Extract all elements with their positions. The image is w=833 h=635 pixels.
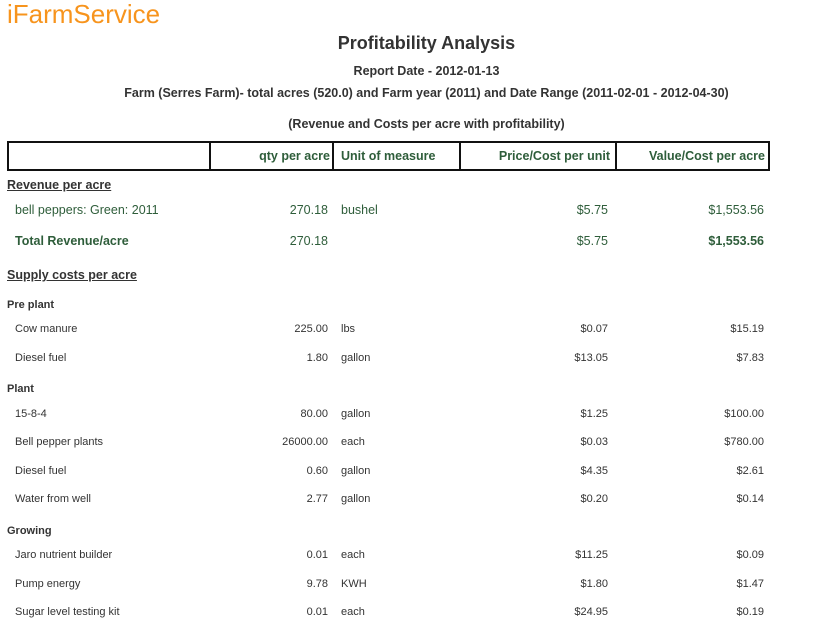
header-divider bbox=[332, 143, 334, 169]
cost-item-unit: each bbox=[341, 436, 365, 448]
group-heading-pre-plant: Pre plant bbox=[7, 299, 55, 311]
cost-item-value: $780.00 bbox=[724, 436, 764, 448]
cost-item-qty: 9.78 bbox=[306, 578, 328, 590]
total-revenue-qty: 270.18 bbox=[289, 234, 328, 248]
cost-item-qty: 1.80 bbox=[306, 352, 328, 364]
cost-item-price: $11.25 bbox=[575, 549, 608, 561]
group-heading-growing: Growing bbox=[7, 525, 52, 537]
app-logo[interactable]: iFarmService bbox=[7, 0, 161, 29]
header-divider bbox=[615, 143, 617, 169]
cost-item-qty: 0.01 bbox=[306, 606, 328, 618]
report-subtitle: (Revenue and Costs per acre with profita… bbox=[288, 117, 565, 131]
group-heading-plant: Plant bbox=[7, 383, 34, 395]
cost-item-name: Pump energy bbox=[15, 578, 81, 590]
cost-item-name: Jaro nutrient builder bbox=[15, 549, 113, 561]
cost-item-unit: each bbox=[341, 549, 365, 561]
cost-item-value: $0.14 bbox=[736, 493, 764, 505]
cost-item-unit: each bbox=[341, 606, 365, 618]
cost-item-price: $1.80 bbox=[580, 578, 608, 590]
cost-item-qty: 80.00 bbox=[300, 408, 328, 420]
cost-item-name: Sugar level testing kit bbox=[15, 606, 120, 618]
cost-item-price: $0.03 bbox=[580, 436, 608, 448]
cost-item-name: Diesel fuel bbox=[15, 352, 67, 364]
farm-info: Farm (Serres Farm)- total acres (520.0) … bbox=[124, 86, 729, 100]
revenue-item-value: $1,553.56 bbox=[708, 203, 764, 217]
header-name bbox=[9, 143, 209, 169]
cost-item-price: $0.07 bbox=[580, 323, 608, 335]
cost-item-name: Diesel fuel bbox=[15, 465, 67, 477]
total-revenue-value: $1,553.56 bbox=[708, 234, 764, 248]
header-value: Value/Cost per acre bbox=[648, 149, 765, 163]
total-revenue-price: $5.75 bbox=[576, 234, 608, 248]
cost-item-unit: gallon bbox=[341, 408, 371, 420]
cost-item-value: $15.19 bbox=[730, 323, 764, 335]
revenue-item-price: $5.75 bbox=[576, 203, 608, 217]
cost-item-value: $0.19 bbox=[736, 606, 764, 618]
cost-item-name: 15-8-4 bbox=[15, 408, 47, 420]
page-title: Profitability Analysis bbox=[337, 33, 516, 53]
cost-item-qty: 2.77 bbox=[306, 493, 328, 505]
header-qty: qty per acre bbox=[259, 149, 330, 163]
cost-item-unit: gallon bbox=[341, 352, 371, 364]
cost-item-qty: 225.00 bbox=[294, 323, 328, 335]
cost-item-value: $2.61 bbox=[736, 465, 764, 477]
cost-item-qty: 26000.00 bbox=[282, 436, 328, 448]
revenue-item-unit: bushel bbox=[341, 203, 378, 217]
cost-item-price: $4.35 bbox=[580, 465, 608, 477]
header-divider bbox=[459, 143, 461, 169]
total-revenue-label: Total Revenue/acre bbox=[15, 234, 129, 248]
revenue-item-name: bell peppers: Green: 2011 bbox=[15, 203, 159, 217]
supply-costs-heading: Supply costs per acre bbox=[7, 268, 137, 282]
revenue-item-qty: 270.18 bbox=[289, 203, 328, 217]
revenue-heading: Revenue per acre bbox=[7, 178, 112, 192]
cost-item-unit: gallon bbox=[341, 493, 371, 505]
cost-item-unit: gallon bbox=[341, 465, 371, 477]
header-unit: Unit of measure bbox=[341, 149, 436, 163]
cost-item-value: $0.09 bbox=[736, 549, 764, 561]
cost-item-price: $1.25 bbox=[580, 408, 608, 420]
cost-item-value: $1.47 bbox=[736, 578, 764, 590]
cost-item-name: Cow manure bbox=[15, 323, 78, 335]
header-price: Price/Cost per unit bbox=[498, 149, 610, 163]
cost-item-name: Water from well bbox=[15, 493, 91, 505]
header-divider bbox=[209, 143, 211, 169]
cost-item-unit: lbs bbox=[341, 323, 356, 335]
cost-item-price: $24.95 bbox=[574, 606, 608, 618]
report-date: Report Date - 2012-01-13 bbox=[353, 64, 500, 78]
cost-item-value: $100.00 bbox=[724, 408, 764, 420]
table-header: qty per acre Unit of measure Price/Cost … bbox=[7, 141, 770, 171]
cost-item-price: $0.20 bbox=[580, 493, 608, 505]
cost-item-name: Bell pepper plants bbox=[15, 436, 104, 448]
cost-item-qty: 0.60 bbox=[306, 465, 328, 477]
cost-item-unit: KWH bbox=[341, 578, 367, 590]
cost-item-value: $7.83 bbox=[736, 352, 764, 364]
cost-item-qty: 0.01 bbox=[306, 549, 328, 561]
cost-item-price: $13.05 bbox=[574, 352, 608, 364]
